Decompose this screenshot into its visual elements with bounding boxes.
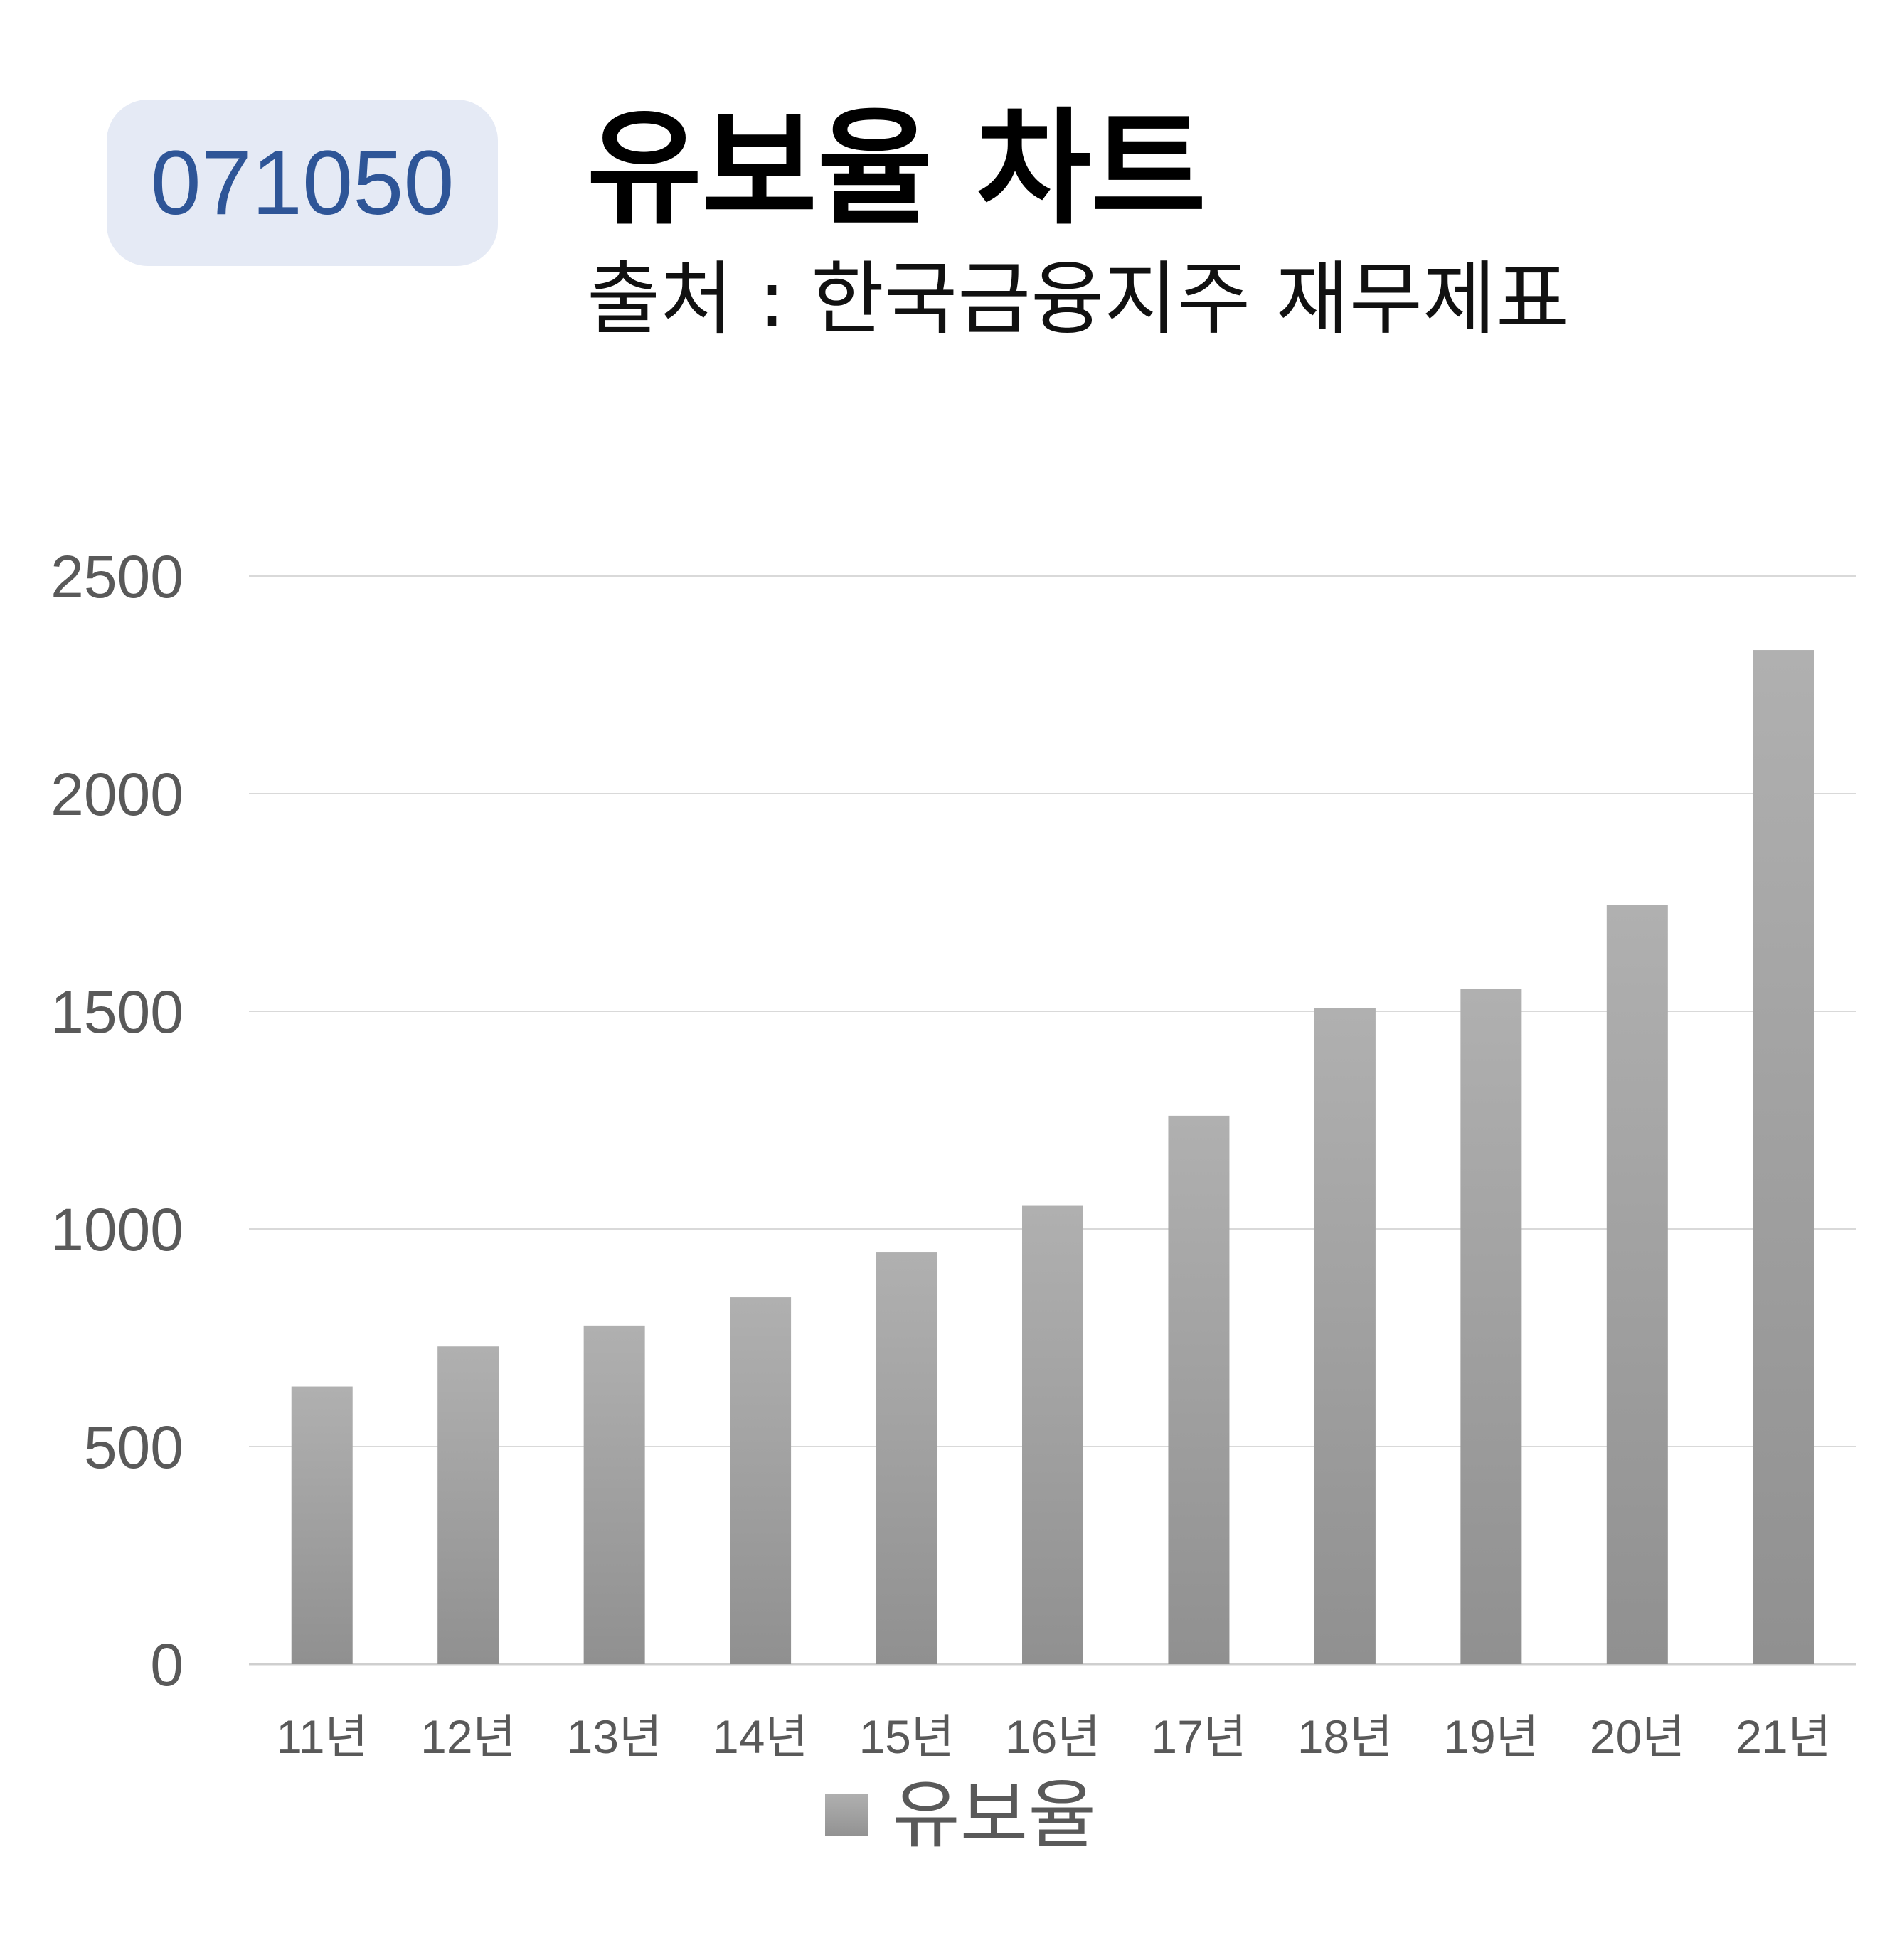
bar xyxy=(291,1386,353,1664)
bar xyxy=(876,1252,937,1664)
x-tick-label: 14년 xyxy=(713,1710,808,1763)
x-tick-label: 21년 xyxy=(1736,1710,1831,1763)
y-axis-ticks: 0 500 1000 1500 2000 2500 xyxy=(51,543,184,1698)
chart-subtitle: 출처 : 한국금융지주 재무제표 xyxy=(587,253,1570,346)
x-tick-label: 20년 xyxy=(1590,1710,1685,1763)
bar xyxy=(1606,905,1668,1664)
x-tick-label: 13년 xyxy=(567,1710,662,1763)
y-tick-label: 1000 xyxy=(51,1196,184,1263)
y-tick-label: 1500 xyxy=(51,979,184,1045)
x-tick-label: 17년 xyxy=(1151,1710,1246,1763)
x-tick-label: 18년 xyxy=(1297,1710,1393,1763)
y-tick-label: 500 xyxy=(84,1414,184,1481)
bar xyxy=(730,1297,792,1664)
stock-code-badge: 071050 xyxy=(107,100,498,266)
bar xyxy=(1022,1205,1083,1664)
legend-label: 유보율 xyxy=(892,1772,1097,1858)
x-tick-label: 12년 xyxy=(420,1710,516,1763)
bar xyxy=(1314,1008,1376,1664)
legend-swatch xyxy=(825,1794,868,1836)
y-tick-label: 0 xyxy=(150,1631,184,1698)
bars xyxy=(291,650,1814,1664)
stock-code: 071050 xyxy=(150,132,455,234)
x-tick-label: 15년 xyxy=(859,1710,954,1763)
bar xyxy=(1460,989,1522,1664)
x-tick-label: 11년 xyxy=(276,1710,368,1763)
legend: 유보율 xyxy=(825,1778,1096,1852)
bar xyxy=(1753,650,1814,1664)
bar xyxy=(437,1346,499,1664)
chart-title: 유보율 차트 xyxy=(587,96,1206,242)
bar xyxy=(1168,1115,1230,1664)
y-tick-label: 2500 xyxy=(51,543,184,610)
bar xyxy=(583,1325,645,1664)
x-tick-label: 19년 xyxy=(1443,1710,1539,1763)
x-axis-ticks: 11년 12년 13년 14년 15년 16년 17년 18년 19년 20년 21년 xyxy=(276,1710,1831,1763)
y-tick-label: 2000 xyxy=(51,761,184,828)
x-tick-label: 16년 xyxy=(1005,1710,1100,1763)
